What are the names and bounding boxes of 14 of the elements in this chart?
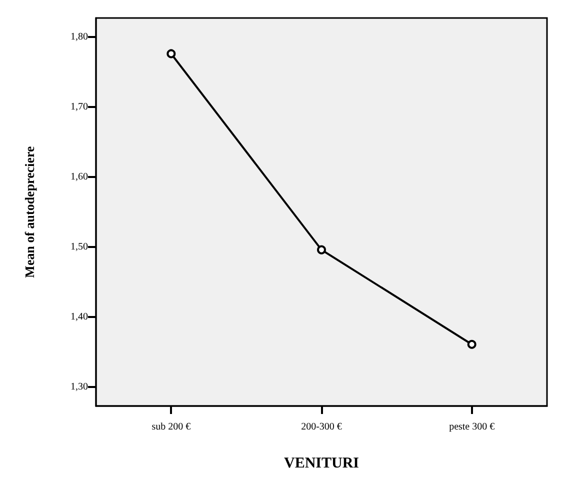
x-tick-label: 200-300 € <box>301 422 342 432</box>
x-tick-label: peste 300 € <box>449 422 495 432</box>
point <box>166 49 176 58</box>
y-tick-label: 1,50 <box>70 242 88 253</box>
point <box>317 245 326 254</box>
y-tick-label: 1,30 <box>70 382 88 393</box>
y-tick-label: 1,70 <box>70 101 88 112</box>
y-axis-title: Mean of autodepreciere <box>22 146 37 278</box>
y-tick-label: 1,80 <box>70 31 88 42</box>
point <box>467 340 476 349</box>
x-axis-title: VENITURI <box>284 456 360 472</box>
x-tick-label: sub 200 € <box>152 422 191 432</box>
y-tick-label: 1,60 <box>70 171 88 182</box>
y-tick-label: 1,40 <box>70 312 88 323</box>
